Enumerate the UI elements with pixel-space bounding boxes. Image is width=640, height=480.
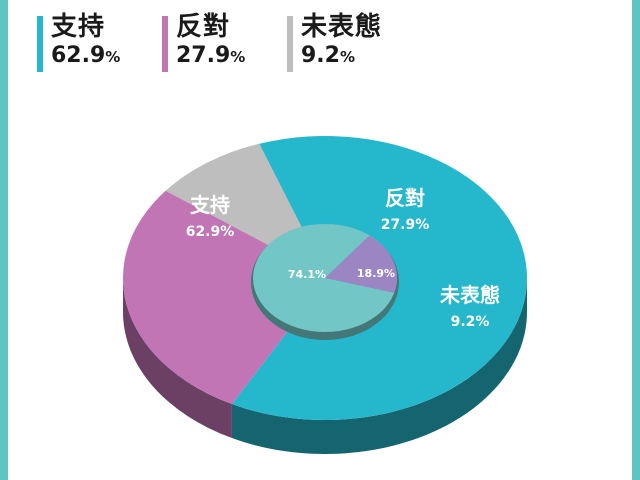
legend-swatch-oppose	[162, 16, 168, 72]
inner-label-small: 18.9%	[357, 267, 395, 280]
slice-oppose	[122, 190, 292, 405]
legend-value-oppose: 27.9%	[176, 43, 246, 68]
inner-slice-small	[325, 235, 397, 293]
slice-name-neutral: 未表態	[440, 283, 500, 307]
legend-value-support: 62.9%	[51, 43, 121, 68]
legend-label-neutral: 未表態	[301, 12, 383, 42]
legend-label-support: 支持	[51, 12, 106, 42]
slice-neutral	[165, 143, 302, 245]
legend-swatch-neutral	[287, 16, 293, 72]
legend-swatch-support	[37, 16, 43, 72]
slice-support	[231, 135, 527, 420]
slice-side-support	[231, 278, 527, 454]
legend-label-oppose: 反對	[176, 12, 231, 42]
slice-name-support: 支持	[190, 193, 230, 217]
frame-left-border	[0, 0, 8, 480]
legend-item-support: 支持 62.9%	[37, 12, 162, 74]
slice-value-oppose: 27.9%	[381, 217, 430, 233]
slice-side-oppose	[122, 278, 232, 439]
inner-label-main: 74.1%	[288, 268, 326, 281]
slice-value-support: 62.9%	[186, 224, 235, 240]
slice-name-oppose: 反對	[385, 186, 425, 210]
legend-item-oppose: 反對 27.9%	[162, 12, 287, 74]
legend-item-neutral: 未表態 9.2%	[287, 12, 421, 74]
legend-value-neutral: 9.2%	[301, 43, 356, 68]
frame-right-border	[632, 0, 640, 480]
legend: 支持 62.9% 反對 27.9% 未表態 9.2%	[37, 12, 421, 74]
slice-value-neutral: 9.2%	[451, 314, 490, 330]
